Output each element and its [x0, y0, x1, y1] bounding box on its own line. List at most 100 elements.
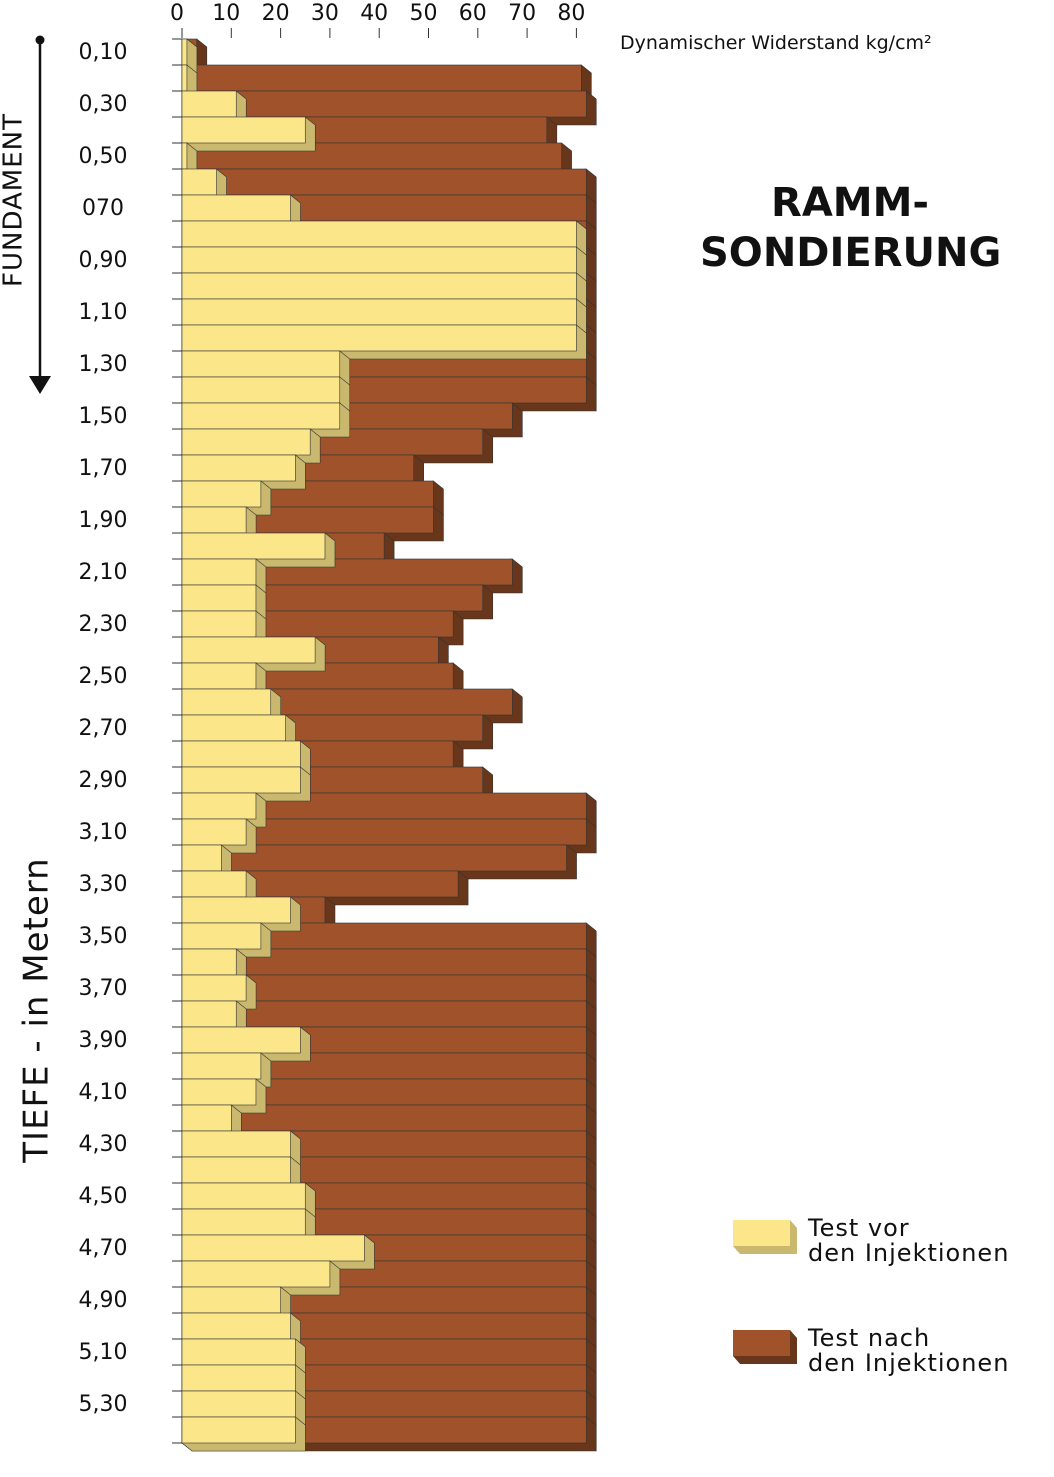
- bar: [181, 1416, 296, 1444]
- bar: [181, 64, 188, 92]
- y-tick-label: 5,30: [79, 1392, 128, 1417]
- x-tick-label: 10: [212, 1, 240, 26]
- bar: [181, 1312, 291, 1340]
- bar: [181, 818, 247, 846]
- bar: [181, 870, 247, 898]
- y-tick-label: 4,70: [79, 1236, 128, 1261]
- bar: [181, 1156, 291, 1184]
- x-tick-label: 70: [508, 1, 536, 26]
- bar: [181, 948, 237, 976]
- y-tick-label: 0,90: [79, 248, 128, 273]
- bar: [181, 662, 257, 690]
- y-tick-label: 1,10: [79, 300, 128, 325]
- y-tick-label: 4,90: [79, 1288, 128, 1313]
- y-tick-label: 2,30: [79, 612, 128, 637]
- x-tick-label: 50: [410, 1, 438, 26]
- bar: [181, 896, 291, 924]
- y-axis-label: TIEFE - in Metern: [17, 857, 57, 1163]
- bar: [181, 142, 188, 170]
- bar: [181, 922, 262, 950]
- bar: [181, 558, 257, 586]
- bar: [181, 1130, 291, 1158]
- bar: [181, 844, 222, 872]
- bar: [181, 506, 247, 534]
- y-tick-label: 1,30: [79, 352, 128, 377]
- bar: [181, 324, 577, 352]
- bar: [181, 272, 577, 300]
- chart-title: RAMM-SONDIERUNG: [700, 180, 1002, 276]
- y-tick-label: 2,90: [79, 768, 128, 793]
- y-tick-label: 1,50: [79, 404, 128, 429]
- bar: [181, 1338, 296, 1366]
- bar: [181, 454, 296, 482]
- y-tick-label: 070: [82, 196, 124, 221]
- bar: [181, 90, 587, 118]
- legend-label: Test vor den Injektionen: [808, 1214, 1010, 1267]
- bar: [181, 1000, 237, 1028]
- y-tick-label: 4,30: [79, 1132, 128, 1157]
- bar: [181, 194, 291, 222]
- bar: [181, 168, 217, 196]
- legend-swatch: [733, 1330, 790, 1356]
- bar: [181, 480, 262, 508]
- bar: [181, 402, 341, 430]
- y-tick-label: 0,30: [79, 92, 128, 117]
- bar: [181, 220, 577, 248]
- bar: [181, 1104, 232, 1132]
- y-tick-label: 3,70: [79, 976, 128, 1001]
- bar: [181, 246, 577, 274]
- y-tick-label: 2,50: [79, 664, 128, 689]
- y-tick-label: 4,50: [79, 1184, 128, 1209]
- y-tick-label: 5,10: [79, 1340, 128, 1365]
- x-tick-label: 40: [360, 1, 388, 26]
- y-tick-label: 3,50: [79, 924, 128, 949]
- bar: [181, 688, 272, 716]
- bar: [181, 1286, 281, 1314]
- x-axis-label: Dynamischer Widerstand kg/cm²: [620, 32, 932, 54]
- y-tick-label: 4,10: [79, 1080, 128, 1105]
- bar: [181, 298, 577, 326]
- bar: [181, 64, 582, 92]
- annotation: FUNDAMENT: [0, 113, 29, 287]
- bar: [181, 1260, 331, 1288]
- x-tick-label: 0: [170, 1, 184, 26]
- y-tick-label: 3,10: [79, 820, 128, 845]
- bar: [181, 428, 311, 456]
- bar: [181, 38, 188, 66]
- bar: [181, 792, 257, 820]
- bar: [181, 1234, 365, 1262]
- arrow-dot: [35, 35, 45, 45]
- y-tick-label: 0,50: [79, 144, 128, 169]
- bar: [181, 636, 316, 664]
- bar: [181, 1026, 301, 1054]
- bar: [181, 1052, 262, 1080]
- y-tick-label: 1,90: [79, 508, 128, 533]
- y-tick-label: 3,90: [79, 1028, 128, 1053]
- bar: [181, 116, 306, 144]
- bar: [181, 1208, 306, 1236]
- y-tick-label: 2,70: [79, 716, 128, 741]
- x-tick-label: 20: [262, 1, 290, 26]
- bar: [181, 90, 237, 118]
- y-tick-label: 1,70: [79, 456, 128, 481]
- legend-swatch: [733, 1220, 790, 1246]
- x-tick-label: 60: [459, 1, 487, 26]
- bar: [181, 740, 301, 768]
- bar: [181, 350, 341, 378]
- bar: [181, 584, 257, 612]
- bar: [181, 376, 341, 404]
- x-tick-label: 80: [557, 1, 585, 26]
- bar: [181, 168, 587, 196]
- arrow-head: [29, 376, 51, 394]
- y-tick-label: 3,30: [79, 872, 128, 897]
- legend-label: Test nach den Injektionen: [808, 1324, 1010, 1377]
- bar: [181, 714, 286, 742]
- bar: [181, 766, 301, 794]
- bar: [181, 1390, 296, 1418]
- bar: [181, 974, 247, 1002]
- bar: [181, 1182, 306, 1210]
- bar: [181, 610, 257, 638]
- bar: [181, 532, 326, 560]
